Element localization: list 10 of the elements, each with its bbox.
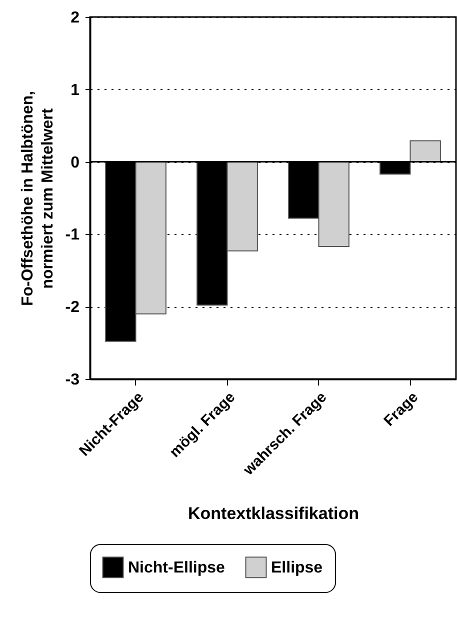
- y-tick-label: 0: [70, 154, 80, 172]
- y-tick-label: -2: [65, 299, 80, 316]
- legend-label: Nicht-Ellipse: [128, 559, 226, 576]
- y-tick-label: -3: [65, 372, 80, 388]
- y-tick-label: 2: [70, 10, 80, 26]
- y-tick-label: 1: [70, 82, 80, 99]
- x-axis-title: Kontextklassifikation: [188, 504, 359, 523]
- legend-label: Ellipse: [271, 559, 323, 576]
- y-tick-label: -1: [65, 226, 80, 244]
- y-axis-title: Fo-Offsethöhe in Halbtönen, normiert zum Mittelwert: [19, 90, 56, 306]
